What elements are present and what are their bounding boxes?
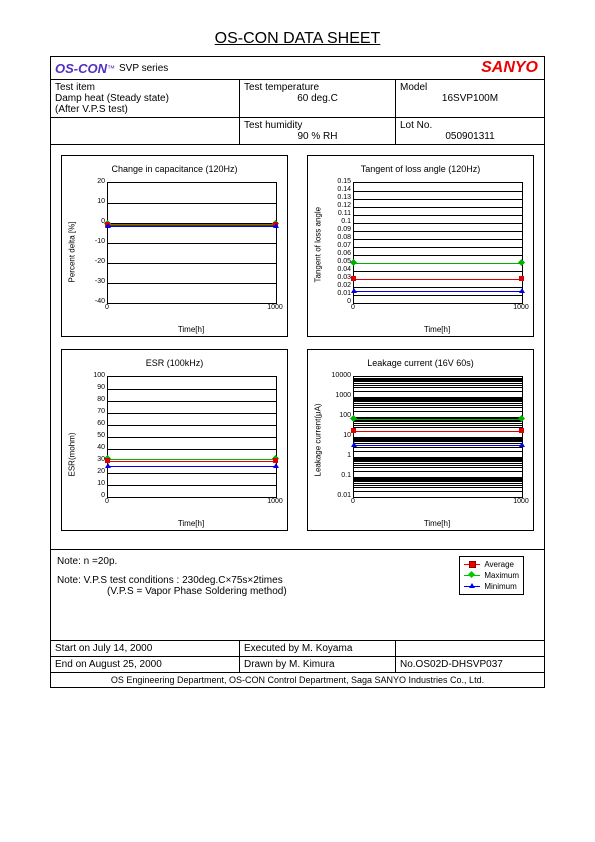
executed-by: Executed by M. Koyama xyxy=(240,641,396,656)
info-row-2: Test humidity 90 % RH Lot No. 050901311 xyxy=(51,118,544,145)
drawn-by: Drawn by M. Kimura xyxy=(240,657,396,672)
footer-row-1: Start on July 14, 2000 Executed by M. Ko… xyxy=(51,640,544,656)
chart-esr: ESR (100kHz)ESR(mohm)Time[h]010203040506… xyxy=(61,349,288,531)
lot-cell: Lot No. 050901311 xyxy=(396,118,544,144)
sanyo-logo: SANYO xyxy=(442,57,544,79)
test-temp-cell: Test temperature 60 deg.C xyxy=(240,80,396,117)
page-title: OS-CON DATA SHEET xyxy=(0,0,595,56)
legend-box: Average Maximum Minimum xyxy=(459,556,524,595)
end-date: End on August 25, 2000 xyxy=(51,657,240,672)
chart-tangent: Tangent of loss angle (120Hz)Tangent of … xyxy=(307,155,534,337)
blank-cell xyxy=(51,118,240,144)
page: OS-CON DATA SHEET OS-CON™ SVP series SAN… xyxy=(0,0,595,842)
footer-row-2: End on August 25, 2000 Drawn by M. Kimur… xyxy=(51,656,544,672)
brand-logo: OS-CON xyxy=(55,61,107,76)
doc-number: No.OS02D-DHSVP037 xyxy=(396,657,544,672)
footer-blank xyxy=(396,641,544,656)
chart-capacitance: Change in capacitance (120Hz)Percent del… xyxy=(61,155,288,337)
test-hum-label: Test humidity xyxy=(244,120,391,131)
brand-cell: OS-CON™ SVP series xyxy=(51,57,442,79)
lot-label: Lot No. xyxy=(400,120,540,131)
model-label: Model xyxy=(400,82,540,93)
start-date: Start on July 14, 2000 xyxy=(51,641,240,656)
chart-leakage: Leakage current (16V 60s)Leakage current… xyxy=(307,349,534,531)
lot-value: 050901311 xyxy=(400,131,540,142)
department-line: OS Engineering Department, OS-CON Contro… xyxy=(51,672,544,687)
model-cell: Model 16SVP100M xyxy=(396,80,544,117)
test-item-value1: Damp heat (Steady state) xyxy=(55,93,235,104)
test-temp-value: 60 deg.C xyxy=(244,93,391,104)
series-label: SVP series xyxy=(119,63,168,74)
model-value: 16SVP100M xyxy=(400,93,540,104)
test-item-value2: (After V.P.S test) xyxy=(55,104,235,115)
legend-avg: Average xyxy=(464,559,519,570)
charts-area: Change in capacitance (120Hz)Percent del… xyxy=(51,145,544,549)
legend-min: Minimum xyxy=(464,581,519,592)
test-item-label: Test item xyxy=(55,82,235,93)
test-temp-label: Test temperature xyxy=(244,82,391,93)
footer-section: Start on July 14, 2000 Executed by M. Ko… xyxy=(51,640,544,687)
header-row: OS-CON™ SVP series SANYO xyxy=(51,57,544,80)
notes-section: Note: n =20p. Note: V.P.S test condition… xyxy=(51,549,544,640)
test-item-cell: Test item Damp heat (Steady state) (Afte… xyxy=(51,80,240,117)
legend-max: Maximum xyxy=(464,570,519,581)
test-hum-value: 90 % RH xyxy=(244,131,391,142)
test-hum-cell: Test humidity 90 % RH xyxy=(240,118,396,144)
info-row-1: Test item Damp heat (Steady state) (Afte… xyxy=(51,80,544,118)
datasheet-frame: OS-CON™ SVP series SANYO Test item Damp … xyxy=(50,56,545,688)
